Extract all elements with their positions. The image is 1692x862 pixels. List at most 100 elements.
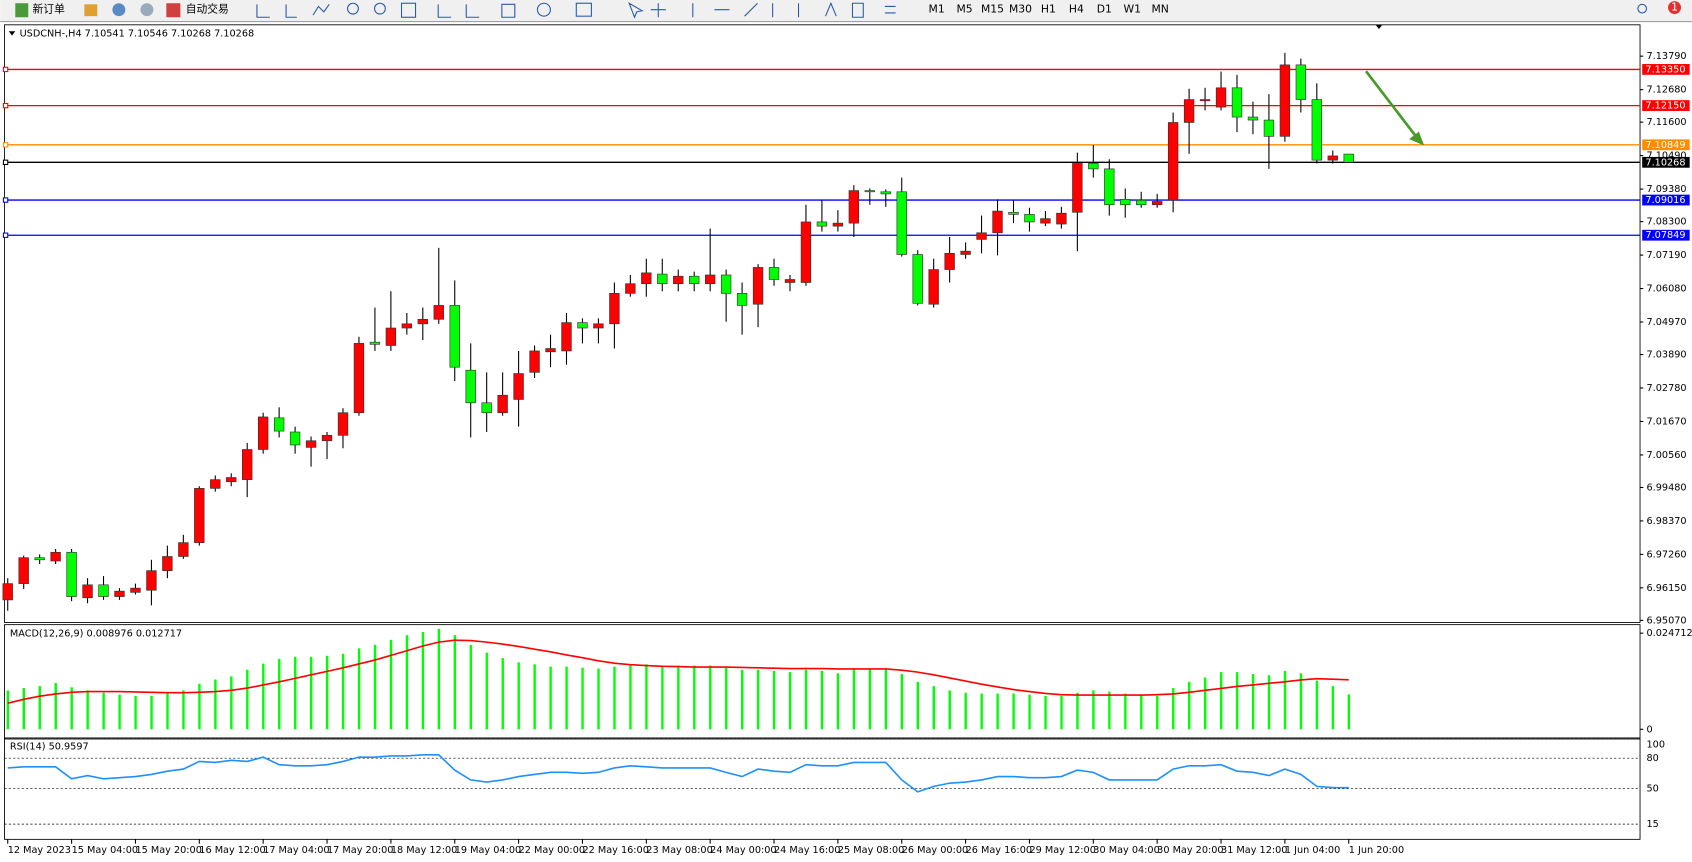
candle-body bbox=[194, 488, 205, 543]
panel-frame bbox=[4, 24, 1641, 623]
tool-icon[interactable] bbox=[437, 3, 516, 18]
tool-icon[interactable] bbox=[112, 3, 126, 17]
timeframe-button[interactable]: M15 bbox=[981, 3, 1004, 16]
timeframe-button[interactable]: M30 bbox=[1009, 3, 1032, 16]
candle-body bbox=[657, 273, 668, 285]
toolbar: 新订单 自动交易 M1 M5 M15 M30 H1 H4 D1 W1 MN 1 bbox=[0, 0, 1692, 23]
candle-body bbox=[18, 557, 29, 584]
histogram-bar bbox=[1076, 692, 1079, 730]
candle-body bbox=[1167, 122, 1179, 201]
histogram-bar bbox=[1299, 673, 1303, 730]
tool-icon[interactable] bbox=[140, 3, 154, 17]
candle-body bbox=[720, 274, 732, 294]
candle-body bbox=[162, 556, 173, 571]
candle-body bbox=[50, 551, 61, 562]
histogram-bar bbox=[485, 652, 488, 730]
tool-icon[interactable] bbox=[84, 4, 98, 17]
histogram-bar bbox=[1108, 691, 1111, 730]
histogram-bar bbox=[948, 690, 951, 730]
histogram-bar bbox=[1172, 688, 1175, 730]
histogram-bar bbox=[1283, 670, 1287, 730]
candle-body bbox=[529, 350, 540, 373]
candle-body bbox=[768, 267, 780, 280]
timeframe-button[interactable]: W1 bbox=[1123, 3, 1140, 16]
templates[interactable] bbox=[575, 2, 592, 17]
level-label-bg bbox=[1642, 64, 1690, 75]
candle-body bbox=[481, 402, 492, 414]
candle-body bbox=[433, 305, 444, 320]
histogram-bar bbox=[741, 669, 744, 730]
histogram-bar bbox=[22, 688, 25, 730]
histogram-bar bbox=[182, 690, 185, 730]
y-tick-label: 7.07190 bbox=[1647, 250, 1687, 261]
auto-trading-button[interactable]: 自动交易 bbox=[186, 3, 229, 16]
histogram-bar bbox=[102, 692, 105, 730]
y-tick-label: 7.13790 bbox=[1647, 51, 1687, 62]
candle-body bbox=[609, 293, 620, 325]
histogram-bar bbox=[278, 658, 281, 730]
candle-body bbox=[752, 267, 764, 305]
histogram-bar bbox=[405, 635, 409, 730]
candle-body bbox=[98, 584, 109, 597]
histogram-bar bbox=[756, 669, 760, 730]
x-tick-label: 16 May 12:00 bbox=[199, 845, 265, 856]
histogram-bar bbox=[820, 670, 824, 730]
indicator-title: RSI(14) 50.9597 bbox=[10, 742, 89, 753]
candle-body bbox=[689, 275, 700, 285]
tile-windows[interactable] bbox=[400, 2, 417, 18]
level-label-bg bbox=[1642, 194, 1690, 206]
timeframe-button[interactable]: M1 bbox=[929, 3, 945, 16]
tool-icon[interactable] bbox=[628, 1, 896, 19]
candle-body bbox=[1343, 153, 1354, 163]
candle-body bbox=[130, 587, 141, 593]
candle-body bbox=[545, 348, 556, 353]
timeframe-button[interactable]: M5 bbox=[956, 3, 972, 16]
histogram-bar bbox=[309, 656, 313, 730]
y-tick-label: 7.06080 bbox=[1647, 284, 1687, 295]
level-handle bbox=[2, 197, 9, 203]
candle-body bbox=[784, 279, 796, 283]
level-handle bbox=[2, 66, 9, 73]
histogram-bar bbox=[1219, 672, 1223, 730]
candle-body bbox=[34, 557, 45, 561]
histogram-bar bbox=[501, 658, 504, 730]
candle-body bbox=[1231, 87, 1243, 118]
x-tick-label: 23 May 08:00 bbox=[646, 845, 712, 856]
new-order-button[interactable]: 新订单 bbox=[33, 3, 66, 16]
zoom-in[interactable] bbox=[347, 2, 359, 15]
candle-body bbox=[66, 551, 77, 597]
candle-body bbox=[1024, 214, 1035, 223]
candle-body bbox=[1215, 87, 1227, 108]
y-tick-label: 6.96150 bbox=[1647, 583, 1687, 594]
candle-body bbox=[673, 275, 684, 285]
timeframe-button[interactable]: MN bbox=[1151, 3, 1168, 16]
timeframes: M1 M5 M15 M30 H1 H4 D1 W1 MN bbox=[929, 3, 1169, 16]
x-tick-label: 30 May 20:00 bbox=[1157, 845, 1223, 856]
x-tick-label: 24 May 00:00 bbox=[710, 845, 776, 856]
histogram-bar bbox=[1188, 681, 1191, 730]
candle-body bbox=[337, 412, 349, 436]
x-tick-label: 24 May 16:00 bbox=[774, 845, 840, 856]
new-order-icon[interactable] bbox=[15, 3, 29, 18]
histogram-bar bbox=[517, 662, 520, 730]
zoom-out[interactable] bbox=[374, 2, 386, 15]
search-icon[interactable] bbox=[1637, 3, 1648, 14]
timeframe-button[interactable]: D1 bbox=[1097, 3, 1112, 16]
candle-body bbox=[465, 369, 476, 404]
histogram-bar bbox=[1235, 672, 1239, 730]
candle-body bbox=[641, 272, 652, 285]
histogram-bar bbox=[677, 665, 680, 730]
x-tick-label: 15 May 04:00 bbox=[72, 845, 138, 856]
timeframe-button[interactable]: H4 bbox=[1069, 3, 1084, 16]
timeframe-button[interactable]: H1 bbox=[1041, 3, 1056, 16]
tool-icon[interactable] bbox=[256, 4, 330, 18]
notification-badge[interactable] bbox=[1668, 1, 1682, 15]
candle-body bbox=[210, 479, 221, 489]
candle-body bbox=[417, 318, 428, 325]
periods[interactable] bbox=[536, 2, 551, 17]
candle-body bbox=[1104, 168, 1115, 206]
candle-body bbox=[1311, 99, 1322, 161]
histogram-bar bbox=[214, 679, 217, 730]
auto-trading-icon[interactable] bbox=[166, 3, 181, 18]
